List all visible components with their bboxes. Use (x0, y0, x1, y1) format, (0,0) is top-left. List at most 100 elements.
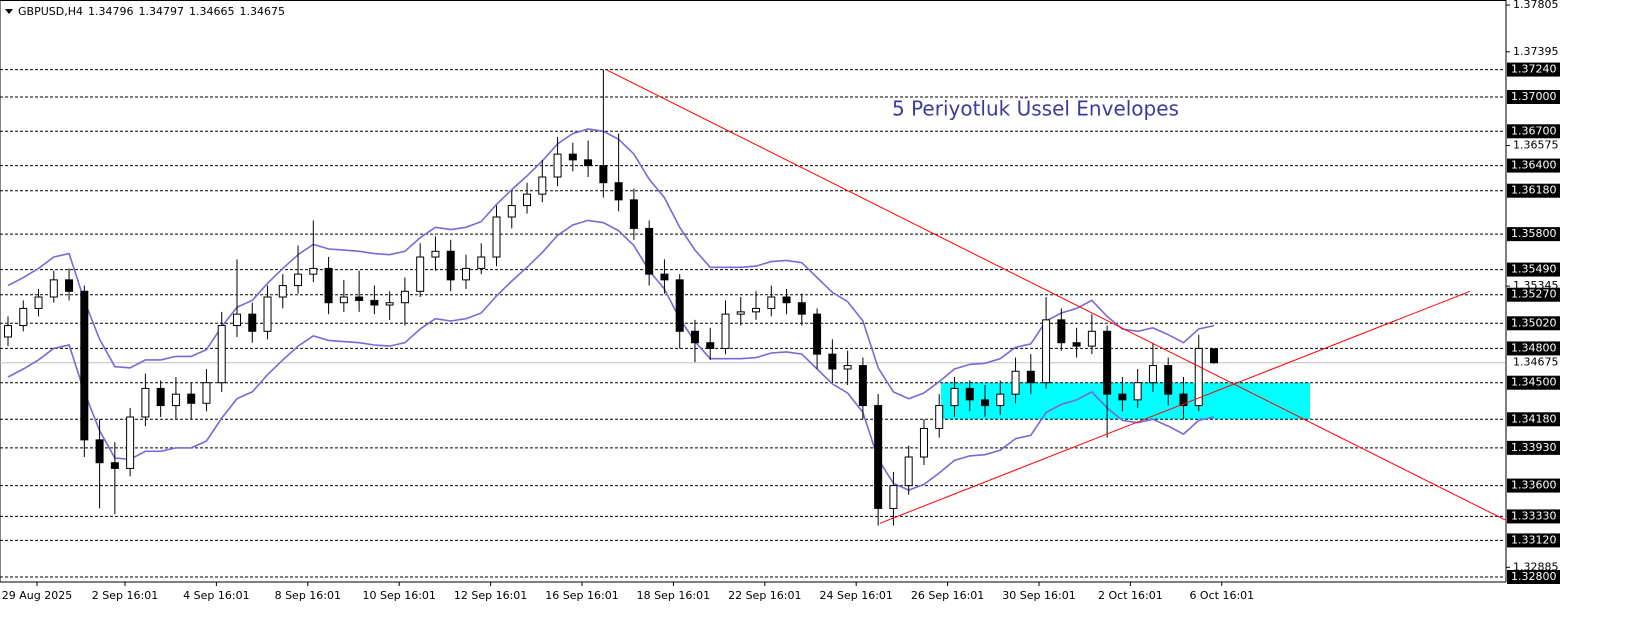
level-label-box (1507, 183, 1560, 198)
candle-body (1133, 382, 1142, 401)
level-label-box (1507, 227, 1560, 242)
candle-body (492, 216, 501, 258)
level-label: 1.34180 (1511, 412, 1557, 425)
candle-body (294, 273, 303, 287)
candle-body (461, 267, 470, 281)
candle-body (1026, 370, 1035, 384)
candle-body (1118, 393, 1127, 401)
x-tick-label: 8 Sep 16:01 (275, 589, 341, 602)
x-tick-label: 6 Oct 16:01 (1189, 589, 1254, 602)
candle-body (263, 296, 272, 332)
header-value: 1.34797 (138, 5, 184, 18)
candle-body (49, 279, 58, 298)
candle-body (202, 382, 211, 404)
candle-body (1148, 365, 1157, 384)
level-label-box (1507, 341, 1560, 356)
level-label: 1.37000 (1511, 90, 1557, 103)
candle-body (996, 393, 1005, 407)
header-value: GBPUSD,H4 (18, 5, 83, 18)
candle-body (324, 267, 333, 304)
level-label-box (1507, 412, 1560, 427)
candle-body (874, 405, 883, 509)
level-label-box (1507, 287, 1560, 302)
candle-body (675, 279, 684, 332)
candle-body (1164, 365, 1173, 395)
candle-body (1194, 347, 1203, 407)
candle-body (797, 302, 806, 315)
candle-body (1011, 370, 1020, 395)
candle-body (1042, 319, 1051, 384)
candle-body (431, 250, 440, 258)
candle-body (889, 485, 898, 509)
level-label: 1.34800 (1511, 341, 1557, 354)
candle-body (981, 399, 990, 407)
level-label: 1.36400 (1511, 159, 1557, 172)
level-label-box (1507, 440, 1560, 455)
candle-body (858, 365, 867, 407)
candle-body (523, 193, 532, 207)
x-tick-label: 22 Sep 16:01 (728, 589, 801, 602)
candle-body (95, 439, 104, 464)
x-tick-label: 24 Sep 16:01 (819, 589, 892, 602)
x-tick-label: 10 Sep 16:01 (362, 589, 435, 602)
current-price-label: 1.34675 (1513, 356, 1559, 369)
level-label: 1.36180 (1511, 184, 1557, 197)
candle-body (538, 176, 547, 195)
envelope-lower (7, 219, 1215, 491)
candle-body (752, 307, 761, 313)
candle-body (1057, 319, 1066, 344)
candle-body (782, 296, 791, 304)
candle-body (660, 273, 669, 281)
candle-body (767, 296, 776, 309)
candle-body (645, 227, 654, 275)
trendline (879, 290, 1471, 524)
candle-body (507, 205, 516, 218)
level-label: 1.32800 (1511, 570, 1557, 583)
level-label: 1.35800 (1511, 227, 1557, 240)
level-label-box (1507, 509, 1560, 524)
x-tick-label: 4 Sep 16:01 (183, 589, 249, 602)
candle-body (736, 311, 745, 315)
candle-body (278, 285, 287, 298)
header-arrow (5, 9, 13, 14)
candle-body (416, 256, 425, 292)
envelope-upper (7, 128, 1215, 400)
level-label: 1.33330 (1511, 509, 1557, 522)
y-tick-label: 1.37395 (1513, 45, 1559, 58)
level-label-box (1507, 124, 1560, 139)
candle-body (1210, 348, 1218, 364)
candle-body (80, 290, 89, 441)
candle-body (370, 299, 379, 306)
level-label: 1.33930 (1511, 441, 1557, 454)
candle-body (935, 405, 944, 429)
x-tick-label: 12 Sep 16:01 (454, 589, 527, 602)
candle-body (110, 462, 119, 469)
annotation: 5 Periyotluk Üssel Envelopes (892, 97, 1179, 121)
candle-body (1103, 330, 1112, 395)
level-label: 1.37240 (1511, 63, 1557, 76)
header: GBPUSD,H4 1.34796 1.34797 1.34665 1.34675 (18, 5, 285, 18)
candle-body (171, 393, 180, 407)
x-tick-label: 26 Sep 16:01 (911, 589, 984, 602)
candle-body (843, 365, 852, 370)
y-tick-label: 1.37805 (1513, 0, 1559, 11)
x-tick-label: 29 Aug 2025 (2, 589, 72, 602)
candle-body (232, 313, 241, 327)
candle-body (385, 302, 394, 306)
candle-body (187, 393, 196, 404)
level-label-box (1507, 262, 1560, 277)
level-label-box (1507, 90, 1560, 104)
header-value: 1.34665 (189, 5, 235, 18)
candle-body (965, 387, 974, 401)
candle-body (919, 427, 928, 458)
candle-body (629, 199, 638, 229)
level-label-box (1507, 533, 1560, 548)
candle-body (400, 290, 409, 304)
candle-body (126, 416, 135, 469)
x-tick-label: 16 Sep 16:01 (545, 589, 618, 602)
level-label-box (1507, 62, 1560, 77)
level-label: 1.35490 (1511, 263, 1557, 276)
